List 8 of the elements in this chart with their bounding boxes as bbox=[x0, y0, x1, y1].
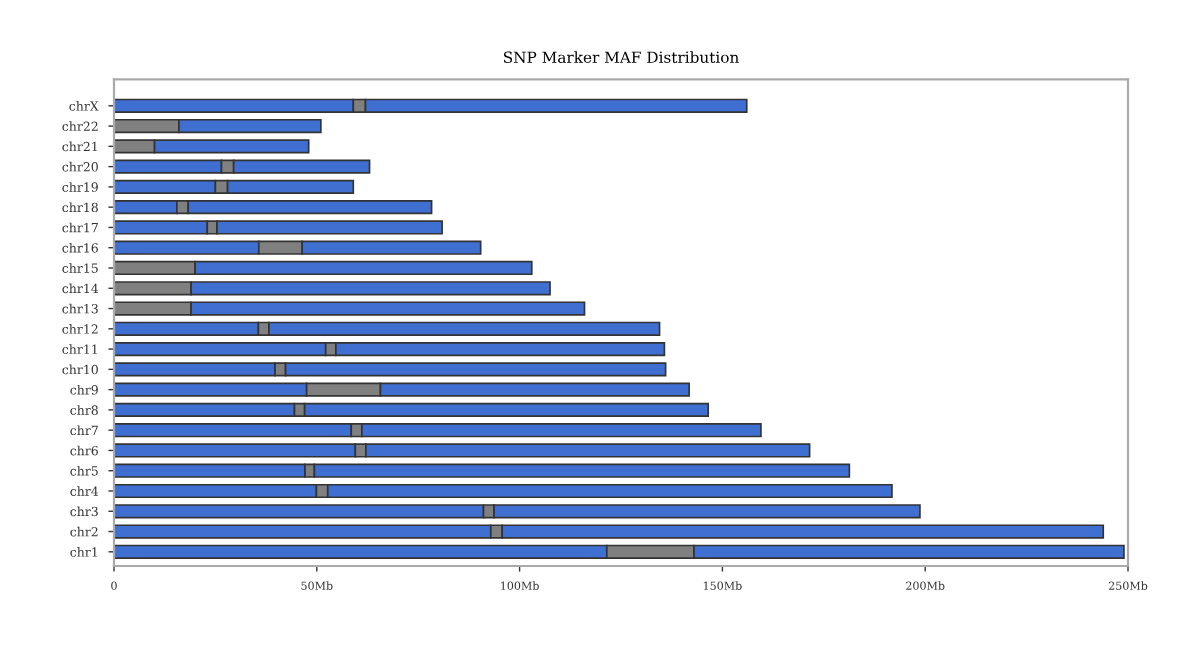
bar bbox=[114, 402, 296, 418]
bar bbox=[114, 341, 327, 357]
bar bbox=[114, 443, 357, 458]
bar bbox=[114, 321, 260, 336]
bar bbox=[114, 463, 306, 478]
bar bbox=[114, 504, 485, 519]
bar bbox=[114, 423, 353, 438]
bar bbox=[114, 220, 209, 235]
